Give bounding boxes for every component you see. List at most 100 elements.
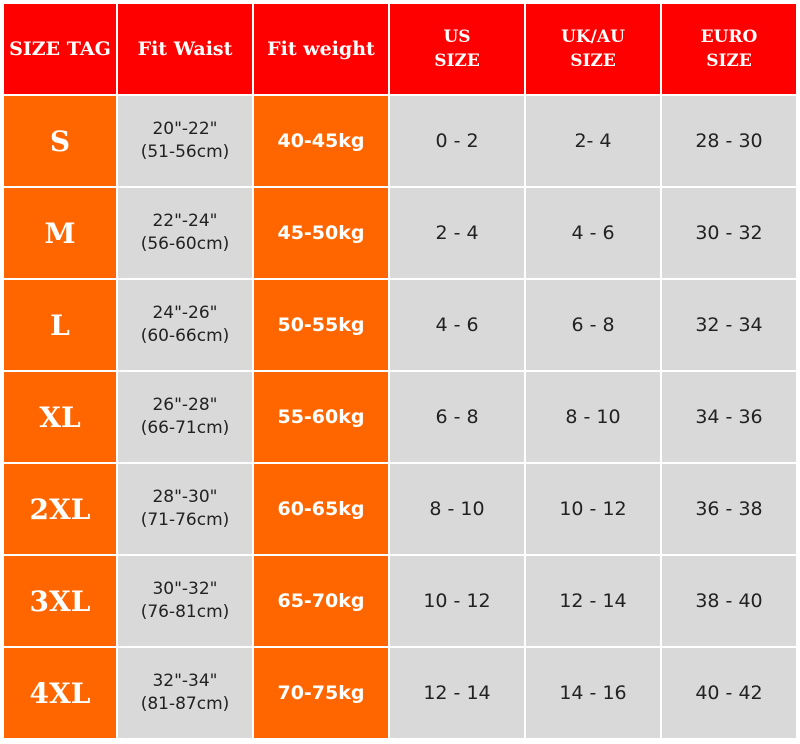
cell-text: 28 - 30 xyxy=(695,130,763,152)
weight-cell: 50-55kg xyxy=(254,280,388,370)
cell-text: 10 - 12 xyxy=(559,498,627,520)
cell-text: L xyxy=(50,308,70,342)
cell-text: (81-87cm) xyxy=(140,694,230,714)
uk-size-cell: 8 - 10 xyxy=(526,372,660,462)
cell-text: 36 - 38 xyxy=(695,498,763,520)
waist-cell: 32"-34" (81-87cm) xyxy=(118,648,252,738)
cell-text: 40 - 42 xyxy=(695,682,763,704)
euro-size-cell: 38 - 40 xyxy=(662,556,796,646)
cell-text: Fit weight xyxy=(267,38,375,60)
size-tag-cell: 4XL xyxy=(4,648,116,738)
cell-text: Fit Waist xyxy=(137,38,233,60)
cell-text: 65-70kg xyxy=(277,590,365,612)
us-size-cell: 6 - 8 xyxy=(390,372,524,462)
cell-text: 22"-24" xyxy=(152,211,218,231)
cell-text: 2- 4 xyxy=(574,130,612,152)
cell-text: 12 - 14 xyxy=(423,682,491,704)
cell-text: 2XL xyxy=(29,492,91,526)
uk-size-cell: 2- 4 xyxy=(526,96,660,186)
cell-text: 50-55kg xyxy=(277,314,365,336)
cell-text: M xyxy=(44,216,76,250)
cell-text: 26"-28" xyxy=(152,395,218,415)
weight-cell: 70-75kg xyxy=(254,648,388,738)
cell-text: 12 - 14 xyxy=(559,590,627,612)
weight-cell: 40-45kg xyxy=(254,96,388,186)
size-tag-cell: M xyxy=(4,188,116,278)
cell-text: 4XL xyxy=(29,676,91,710)
uk-size-cell: 6 - 8 xyxy=(526,280,660,370)
weight-cell: 45-50kg xyxy=(254,188,388,278)
weight-cell: 60-65kg xyxy=(254,464,388,554)
us-size-cell: 4 - 6 xyxy=(390,280,524,370)
cell-text: SIZE TAG xyxy=(9,38,111,60)
euro-size-cell: 28 - 30 xyxy=(662,96,796,186)
header-cell: UK/AU SIZE xyxy=(526,4,660,94)
waist-cell: 28"-30" (71-76cm) xyxy=(118,464,252,554)
size-chart-table: SIZE TAG Fit Waist Fit weight US SIZE UK/AU … xyxy=(4,4,796,738)
cell-text: (56-60cm) xyxy=(140,234,230,254)
size-tag-cell: XL xyxy=(4,372,116,462)
cell-text: 0 - 2 xyxy=(435,130,479,152)
cell-text: (60-66cm) xyxy=(140,326,230,346)
cell-text: US SIZE xyxy=(434,27,480,71)
cell-text: 24"-26" xyxy=(152,303,218,323)
uk-size-cell: 14 - 16 xyxy=(526,648,660,738)
euro-size-cell: 30 - 32 xyxy=(662,188,796,278)
cell-text: 6 - 8 xyxy=(435,406,479,428)
cell-text: EURO SIZE xyxy=(700,27,758,71)
cell-text: 40-45kg xyxy=(277,130,365,152)
header-cell: SIZE TAG xyxy=(4,4,116,94)
cell-text: 38 - 40 xyxy=(695,590,763,612)
cell-text: 28"-30" xyxy=(152,487,218,507)
euro-size-cell: 40 - 42 xyxy=(662,648,796,738)
cell-text: 6 - 8 xyxy=(571,314,615,336)
size-tag-cell: 2XL xyxy=(4,464,116,554)
cell-text: (51-56cm) xyxy=(140,142,230,162)
weight-cell: 65-70kg xyxy=(254,556,388,646)
cell-text: 32"-34" xyxy=(152,671,218,691)
cell-text: 60-65kg xyxy=(277,498,365,520)
cell-text: 8 - 10 xyxy=(565,406,621,428)
size-tag-cell: L xyxy=(4,280,116,370)
cell-text: 14 - 16 xyxy=(559,682,627,704)
us-size-cell: 2 - 4 xyxy=(390,188,524,278)
cell-text: 10 - 12 xyxy=(423,590,491,612)
cell-text: 4 - 6 xyxy=(571,222,615,244)
header-cell: Fit weight xyxy=(254,4,388,94)
euro-size-cell: 32 - 34 xyxy=(662,280,796,370)
cell-text: 3XL xyxy=(29,584,91,618)
waist-cell: 20"-22" (51-56cm) xyxy=(118,96,252,186)
cell-text: 4 - 6 xyxy=(435,314,479,336)
uk-size-cell: 10 - 12 xyxy=(526,464,660,554)
cell-text: 70-75kg xyxy=(277,682,365,704)
waist-cell: 24"-26" (60-66cm) xyxy=(118,280,252,370)
cell-text: XL xyxy=(39,400,81,434)
header-cell: Fit Waist xyxy=(118,4,252,94)
size-tag-cell: S xyxy=(4,96,116,186)
cell-text: (71-76cm) xyxy=(140,510,230,530)
cell-text: UK/AU SIZE xyxy=(561,27,625,71)
cell-text: S xyxy=(49,124,71,158)
header-cell: US SIZE xyxy=(390,4,524,94)
weight-cell: 55-60kg xyxy=(254,372,388,462)
us-size-cell: 8 - 10 xyxy=(390,464,524,554)
waist-cell: 26"-28" (66-71cm) xyxy=(118,372,252,462)
uk-size-cell: 12 - 14 xyxy=(526,556,660,646)
cell-text: 34 - 36 xyxy=(695,406,763,428)
cell-text: 32 - 34 xyxy=(695,314,763,336)
cell-text: (66-71cm) xyxy=(140,418,230,438)
cell-text: 20"-22" xyxy=(152,119,218,139)
cell-text: 8 - 10 xyxy=(429,498,485,520)
waist-cell: 30"-32" (76-81cm) xyxy=(118,556,252,646)
cell-text: 45-50kg xyxy=(277,222,365,244)
waist-cell: 22"-24" (56-60cm) xyxy=(118,188,252,278)
uk-size-cell: 4 - 6 xyxy=(526,188,660,278)
euro-size-cell: 34 - 36 xyxy=(662,372,796,462)
us-size-cell: 10 - 12 xyxy=(390,556,524,646)
header-cell: EURO SIZE xyxy=(662,4,796,94)
cell-text: 30 - 32 xyxy=(695,222,763,244)
cell-text: 30"-32" xyxy=(152,579,218,599)
cell-text: 2 - 4 xyxy=(435,222,479,244)
euro-size-cell: 36 - 38 xyxy=(662,464,796,554)
us-size-cell: 0 - 2 xyxy=(390,96,524,186)
